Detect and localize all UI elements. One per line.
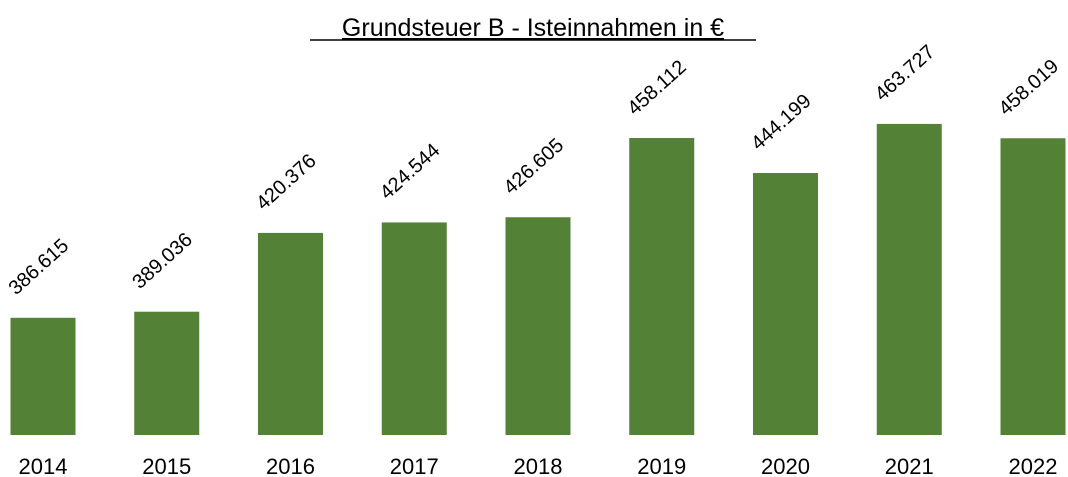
x-tick-label: 2014 (19, 454, 68, 477)
data-label: 386.615 (5, 235, 73, 300)
data-label: 420.376 (252, 150, 320, 215)
bar (753, 173, 818, 435)
x-tick-label: 2019 (637, 454, 686, 477)
data-label: 389.036 (128, 229, 196, 294)
x-tick-label: 2018 (514, 454, 563, 477)
data-label: 463.727 (871, 41, 939, 106)
data-label: 458.112 (623, 56, 690, 120)
bar (381, 222, 447, 435)
bar (258, 232, 323, 435)
x-tick-label: 2017 (390, 454, 439, 477)
x-tick-label: 2022 (1009, 454, 1058, 477)
data-label: 424.544 (376, 139, 444, 204)
data-label: 458.019 (995, 55, 1063, 120)
bar (876, 123, 942, 435)
bar (10, 317, 76, 435)
x-tick-label: 2015 (142, 454, 191, 477)
chart-title: Grundsteuer B - Isteinnahmen in € (342, 14, 724, 42)
x-tick-label: 2021 (885, 454, 934, 477)
bar (134, 311, 200, 435)
x-tick-label: 2016 (266, 454, 315, 477)
x-tick-label: 2020 (761, 454, 810, 477)
data-label: 426.605 (500, 134, 568, 199)
data-label: 444.199 (747, 90, 815, 155)
bar (629, 138, 695, 435)
bar (1000, 138, 1066, 435)
bar (505, 217, 571, 435)
